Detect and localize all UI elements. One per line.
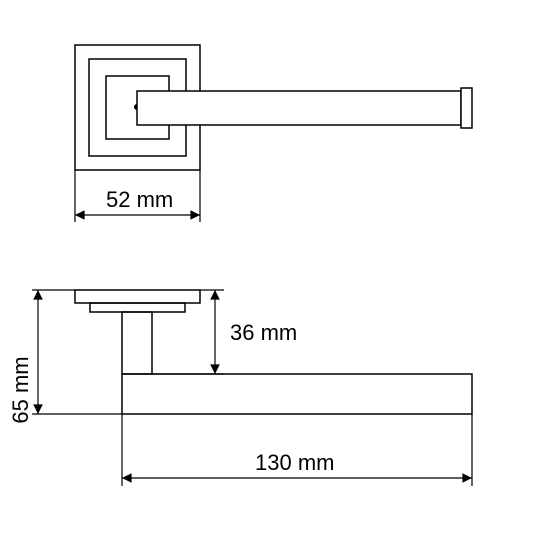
dim-130mm-label: 130 mm bbox=[255, 450, 334, 475]
lever-bar-top bbox=[137, 91, 461, 125]
dim-65mm-label: 65 mm bbox=[8, 356, 33, 423]
top-view: 52 mm bbox=[75, 45, 472, 222]
dim-36mm-label: 36 mm bbox=[230, 320, 297, 345]
lever-bar-side bbox=[122, 374, 472, 414]
rose-plate bbox=[75, 290, 200, 303]
dim-130mm: 130 mm bbox=[122, 414, 472, 486]
side-view: 65 mm 36 mm 130 mm bbox=[8, 290, 472, 486]
lever-endcap-top bbox=[461, 88, 472, 128]
rose-step bbox=[90, 303, 185, 312]
dim-65mm: 65 mm bbox=[8, 290, 122, 424]
dim-52mm: 52 mm bbox=[75, 170, 200, 222]
lever-neck bbox=[122, 312, 152, 374]
dim-52mm-label: 52 mm bbox=[106, 187, 173, 212]
